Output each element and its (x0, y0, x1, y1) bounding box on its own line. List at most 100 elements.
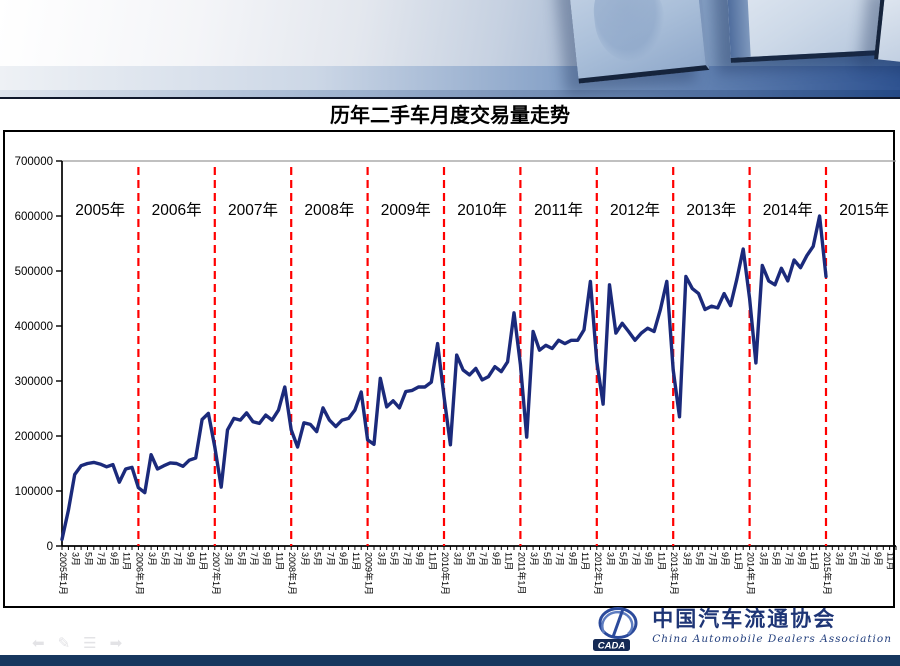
svg-text:2015年1月: 2015年1月 (822, 552, 833, 595)
svg-text:2011年: 2011年 (534, 201, 583, 219)
svg-text:2010年1月: 2010年1月 (440, 552, 451, 595)
svg-text:700000: 700000 (15, 156, 53, 168)
svg-text:9月: 9月 (644, 552, 654, 566)
svg-text:3月: 3月 (376, 552, 386, 566)
svg-text:2006年: 2006年 (152, 201, 202, 219)
svg-text:3月: 3月 (529, 552, 539, 566)
svg-text:9月: 9月 (415, 552, 425, 566)
cada-name-cn: 中国汽车流通协会 (652, 606, 837, 631)
cada-logo: CADA 中国汽车流通协会 China Automobile Dealers A… (590, 606, 892, 652)
svg-text:11月: 11月 (198, 552, 208, 570)
svg-text:100000: 100000 (15, 486, 53, 498)
next-slide-icon[interactable]: ➡ (109, 634, 123, 652)
banner-floor-edge (0, 90, 900, 97)
svg-text:3月: 3月 (147, 552, 157, 566)
y-axis: 0 100000 200000 300000 400000 500000 600000 700… (15, 156, 62, 553)
svg-text:500000: 500000 (15, 266, 53, 278)
svg-text:11月: 11月 (122, 552, 132, 570)
svg-text:9月: 9月 (338, 552, 348, 566)
svg-text:200000: 200000 (15, 431, 53, 443)
svg-text:2009年: 2009年 (381, 201, 431, 219)
svg-text:2009年1月: 2009年1月 (364, 552, 375, 595)
pen-tool-icon[interactable]: ✎ (57, 634, 71, 652)
svg-text:5月: 5月 (466, 552, 476, 566)
svg-text:2008年: 2008年 (304, 201, 354, 219)
svg-text:2005年: 2005年 (75, 201, 125, 219)
banner-image (0, 0, 900, 99)
year-labels: 2005年 2006年 2007年 2008年 2009年 2010年 2011年 2012年… (75, 201, 889, 219)
svg-text:5月: 5月 (160, 552, 170, 566)
svg-text:7月: 7月 (860, 552, 870, 566)
svg-text:9月: 9月 (797, 552, 807, 566)
svg-text:3月: 3月 (835, 552, 845, 566)
svg-text:9月: 9月 (491, 552, 501, 566)
svg-text:11月: 11月 (656, 552, 666, 570)
svg-text:5月: 5月 (236, 552, 246, 566)
svg-text:7月: 7月 (478, 552, 488, 566)
svg-text:2011年1月: 2011年1月 (516, 552, 527, 594)
svg-text:7月: 7月 (173, 552, 183, 566)
svg-text:11月: 11月 (733, 552, 743, 570)
svg-text:5月: 5月 (542, 552, 552, 566)
trend-line (60, 214, 828, 542)
svg-text:11月: 11月 (504, 552, 514, 570)
svg-text:2014年1月: 2014年1月 (746, 552, 757, 595)
svg-text:400000: 400000 (15, 321, 53, 333)
svg-text:3月: 3月 (758, 552, 768, 566)
svg-text:3月: 3月 (300, 552, 310, 566)
svg-text:5月: 5月 (695, 552, 705, 566)
footer-bar (0, 655, 900, 666)
svg-text:2007年: 2007年 (228, 201, 278, 219)
svg-text:7月: 7月 (555, 552, 565, 566)
prev-slide-icon[interactable]: ⬅ (32, 634, 45, 652)
slide-menu-icon[interactable]: ☰ (83, 634, 97, 652)
svg-text:9月: 9月 (262, 552, 272, 566)
svg-text:7月: 7月 (402, 552, 412, 566)
x-axis-ticks (61, 546, 897, 550)
svg-text:5月: 5月 (771, 552, 781, 566)
svg-text:2005年1月: 2005年1月 (58, 552, 69, 595)
svg-text:2013年: 2013年 (686, 201, 736, 219)
svg-text:2006年1月: 2006年1月 (134, 552, 145, 595)
svg-text:2015年: 2015年 (839, 201, 889, 219)
svg-text:7月: 7月 (96, 552, 106, 566)
slideshow-nav: ⬅ ✎ ☰ ➡ (32, 634, 122, 652)
svg-text:5月: 5月 (84, 552, 94, 566)
svg-text:2012年: 2012年 (610, 201, 660, 219)
svg-text:0: 0 (47, 541, 53, 553)
page-title: 历年二手车月度交易量走势 (330, 103, 570, 127)
x-axis-labels: 2005年1月 3月 5月 7月 9月 11月 2006年1月 3月 5月 7月 9月 11月 2007… (58, 552, 896, 595)
svg-text:9月: 9月 (873, 552, 883, 566)
svg-text:11月: 11月 (809, 552, 819, 570)
svg-text:7月: 7月 (631, 552, 641, 566)
svg-text:9月: 9月 (109, 552, 119, 566)
svg-text:9月: 9月 (185, 552, 195, 566)
cada-logo-text: 中国汽车流通协会 China Automobile Dealers Associ… (652, 606, 892, 645)
svg-text:11月: 11月 (580, 552, 590, 570)
svg-text:5月: 5月 (847, 552, 857, 566)
svg-text:2012年1月: 2012年1月 (593, 552, 604, 595)
cada-emblem-icon: CADA (593, 607, 638, 652)
svg-text:2013年1月: 2013年1月 (669, 552, 680, 595)
svg-text:5月: 5月 (389, 552, 399, 566)
svg-text:9月: 9月 (567, 552, 577, 566)
svg-text:11月: 11月 (351, 552, 361, 570)
svg-text:2007年1月: 2007年1月 (211, 552, 222, 595)
svg-text:300000: 300000 (15, 376, 53, 388)
svg-text:2010年: 2010年 (457, 201, 507, 219)
svg-text:7月: 7月 (784, 552, 794, 566)
svg-text:9月: 9月 (720, 552, 730, 566)
svg-text:3月: 3月 (682, 552, 692, 566)
svg-text:11月: 11月 (427, 552, 437, 570)
svg-text:7月: 7月 (249, 552, 259, 566)
chart-frame (3, 130, 895, 608)
svg-text:3月: 3月 (71, 552, 81, 566)
svg-text:3月: 3月 (606, 552, 616, 566)
svg-text:CADA: CADA (598, 641, 626, 652)
svg-text:5月: 5月 (313, 552, 323, 566)
svg-text:11月: 11月 (275, 552, 285, 570)
svg-text:11月: 11月 (886, 552, 896, 570)
svg-text:2008年1月: 2008年1月 (287, 552, 298, 595)
